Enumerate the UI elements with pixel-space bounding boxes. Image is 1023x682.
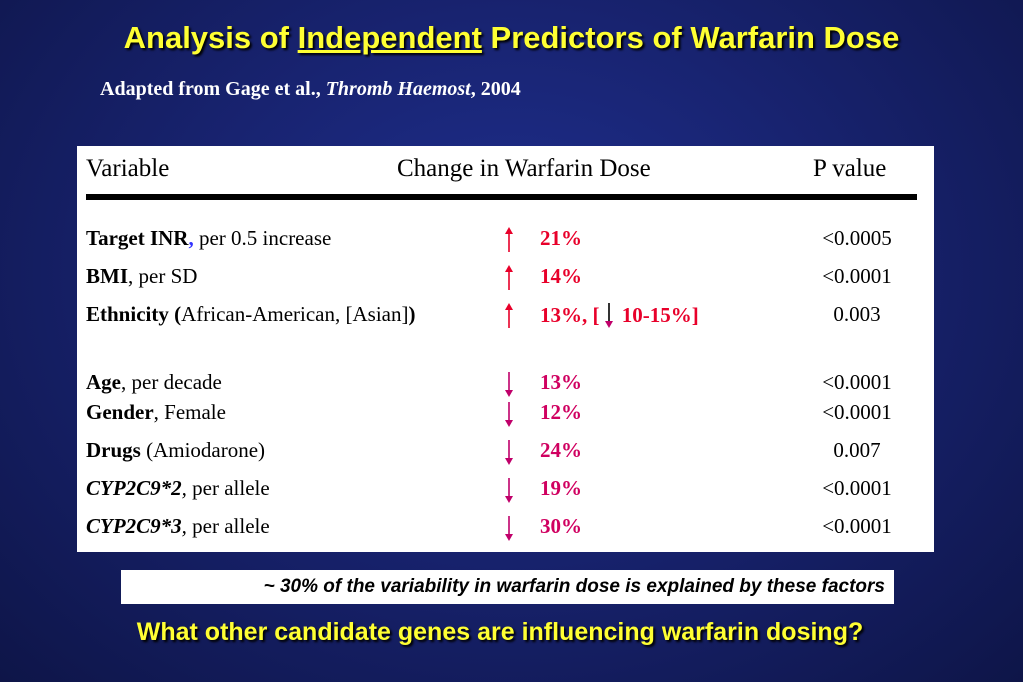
row-variable: Ethnicity (African-American, [Asian]) (86, 302, 415, 327)
row-pvalue: <0.0001 (822, 370, 892, 394)
row-variable-rest: African-American, [Asian] (181, 302, 409, 326)
header-pvalue: P value (813, 155, 887, 182)
row-variable-sep: , (153, 400, 159, 424)
row-pvalue: <0.0001 (822, 400, 892, 424)
row-variable: Age, per decade (86, 370, 222, 395)
row-variable-sep: , (181, 476, 187, 500)
row-pvalue: <0.0001 (822, 514, 892, 538)
row-variable-rest: per 0.5 increase (193, 226, 332, 250)
citation: Adapted from Gage et al., Thromb Haemost… (100, 78, 521, 101)
row-change-main: 13%, [ (540, 303, 600, 327)
row-variable-bold: Ethnicity ( (86, 302, 182, 326)
row-variable: CYP2C9*2, per allele (86, 476, 270, 501)
row-variable-rest: Female (158, 400, 226, 424)
row-variable-bold: Age (86, 370, 121, 394)
header-rule (86, 194, 917, 200)
arrow-up-icon (505, 265, 513, 290)
table-row: Ethnicity (African-American, [Asian]) 13… (77, 302, 934, 328)
table-row: BMI, per SD 14% <0.0001 (77, 264, 934, 290)
table-row: Drugs (Amiodarone) 24% 0.007 (77, 438, 934, 465)
row-variable-rest: per decade (126, 370, 222, 394)
arrow-down-icon (604, 303, 613, 328)
citation-prefix: Adapted from Gage et al., (100, 78, 326, 100)
row-variable-rest: per allele (186, 514, 270, 538)
row-variable: BMI, per SD (86, 264, 197, 289)
row-variable-sep: , (181, 514, 187, 538)
citation-year: , 2004 (470, 78, 521, 100)
arrow-down-icon (505, 372, 513, 397)
row-variable-rest: per allele (186, 476, 270, 500)
row-change: 14% (540, 264, 582, 288)
row-variable-bold: Drugs (86, 438, 141, 462)
row-pvalue: <0.0005 (822, 226, 892, 250)
table-row: Gender, Female 12% <0.0001 (77, 400, 934, 427)
table-row: CYP2C9*3, per allele 30% <0.0001 (77, 514, 934, 541)
arrow-down-icon (505, 516, 513, 541)
slide-title: Analysis of Independent Predictors of Wa… (0, 20, 1023, 56)
arrow-up-icon (505, 303, 513, 328)
header-variable: Variable (86, 155, 170, 182)
row-variable: Drugs (Amiodarone) (86, 438, 265, 463)
row-pvalue: 0.003 (833, 302, 881, 326)
row-change: 19% (540, 476, 582, 500)
title-suffix: Predictors of Warfarin Dose (481, 20, 900, 55)
table-row: Age, per decade 13% <0.0001 (77, 370, 934, 397)
row-change: 30% (540, 514, 582, 538)
row-variable-bold: CYP2C9*2 (86, 476, 182, 500)
citation-journal: Thromb Haemost (325, 78, 471, 100)
closing-question: What other candidate genes are influenci… (136, 618, 864, 646)
row-variable-rest: per SD (133, 264, 198, 288)
row-change: 13% (540, 370, 582, 394)
title-underlined: Independent (297, 20, 482, 55)
table-row: CYP2C9*2, per allele 19% <0.0001 (77, 476, 934, 503)
variability-note: ~ 30% of the variability in warfarin dos… (121, 570, 894, 604)
row-pvalue: <0.0001 (822, 476, 892, 500)
row-variable: Target INR, per 0.5 increase (86, 226, 331, 251)
row-variable-bold-end: ) (408, 302, 416, 326)
row-change: 24% (540, 438, 582, 462)
row-pvalue: <0.0001 (822, 264, 892, 288)
arrow-up-icon (505, 227, 513, 252)
row-change: 12% (540, 400, 582, 424)
row-change: 21% (540, 226, 582, 250)
header-change: Change in Warfarin Dose (397, 155, 651, 182)
row-variable-sep: , (128, 264, 134, 288)
row-change: 13%, [ 10-15%] (540, 302, 699, 328)
predictors-table: Variable Change in Warfarin Dose P value… (77, 146, 934, 552)
arrow-down-icon (505, 440, 513, 465)
row-variable-bold: Target INR (86, 226, 189, 250)
row-variable-sep: , (188, 226, 194, 250)
arrow-down-icon (505, 402, 513, 427)
row-variable: CYP2C9*3, per allele (86, 514, 270, 539)
row-variable-bold: Gender (86, 400, 154, 424)
table-row: Target INR, per 0.5 increase 21% <0.0005 (77, 226, 934, 252)
row-variable: Gender, Female (86, 400, 226, 425)
row-variable-bold: BMI (86, 264, 128, 288)
row-variable-bold: CYP2C9*3 (86, 514, 182, 538)
arrow-down-icon (505, 478, 513, 503)
row-variable-rest: (Amiodarone) (140, 438, 266, 462)
row-variable-sep: , (121, 370, 127, 394)
row-pvalue: 0.007 (833, 438, 881, 462)
row-change-extra: 10-15%] (616, 303, 699, 327)
title-prefix: Analysis of (123, 20, 298, 55)
